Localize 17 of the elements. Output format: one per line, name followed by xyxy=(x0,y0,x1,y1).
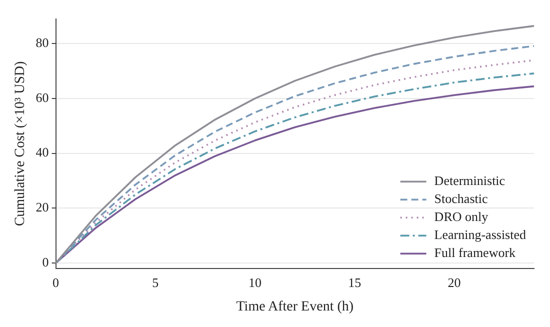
x-tick-label: 20 xyxy=(448,274,461,290)
legend-label: DRO only xyxy=(434,209,489,224)
y-tick-label: 20 xyxy=(36,200,49,215)
legend-label: Full framework xyxy=(434,245,516,260)
x-axis-title: Time After Event (h) xyxy=(236,299,354,314)
legend-label: Deterministic xyxy=(434,173,506,188)
y-tick-label: 0 xyxy=(42,254,49,270)
x-tick-label: 0 xyxy=(52,274,60,290)
x-tick-label: 10 xyxy=(248,274,262,290)
x-tick-label: 5 xyxy=(152,274,159,290)
x-tick-label: 15 xyxy=(348,274,362,290)
legend-label: Stochastic xyxy=(434,191,488,206)
y-tick-label: 80 xyxy=(36,34,49,50)
legend-label: Learning-assisted xyxy=(434,227,526,242)
y-tick-label: 40 xyxy=(36,144,49,160)
y-axis-title: Cumulative Cost (×10³ USD) xyxy=(13,60,28,226)
y-tick-label: 60 xyxy=(36,90,49,105)
